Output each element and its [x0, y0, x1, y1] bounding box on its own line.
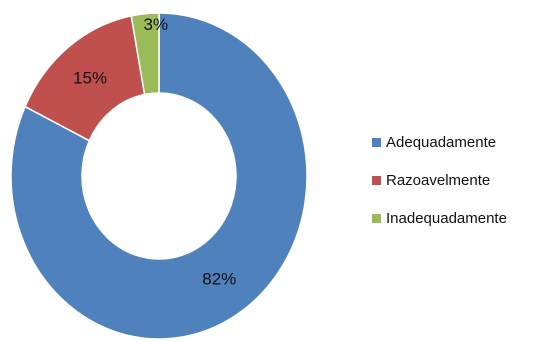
legend-label-inadequadamente: Inadequadamente: [386, 209, 507, 227]
legend-item-inadequadamente: Inadequadamente: [372, 199, 507, 237]
legend-swatch-razoavelmente: [372, 175, 381, 185]
chart-legend: Adequadamente Razoavelmente Inadequadament…: [372, 123, 507, 237]
legend-label-razoavelmente: Razoavelmente: [386, 171, 491, 189]
data-label-inadequadamente: 3%: [143, 15, 168, 34]
slice-adequadamente: [10, 12, 308, 340]
legend-item-adequadamente: Adequadamente: [372, 123, 507, 161]
donut-data-labels: 82% 15% 3%: [73, 15, 236, 288]
legend-swatch-inadequadamente: [372, 213, 381, 223]
data-label-razoavelmente: 15%: [73, 68, 107, 87]
slice-inadequadamente: [130, 12, 160, 96]
data-label-adequadamente: 82%: [202, 269, 236, 288]
donut-slices: [10, 12, 308, 340]
legend-swatch-adequadamente: [372, 137, 381, 147]
legend-item-razoavelmente: Razoavelmente: [372, 161, 507, 199]
legend-label-adequadamente: Adequadamente: [386, 133, 497, 151]
